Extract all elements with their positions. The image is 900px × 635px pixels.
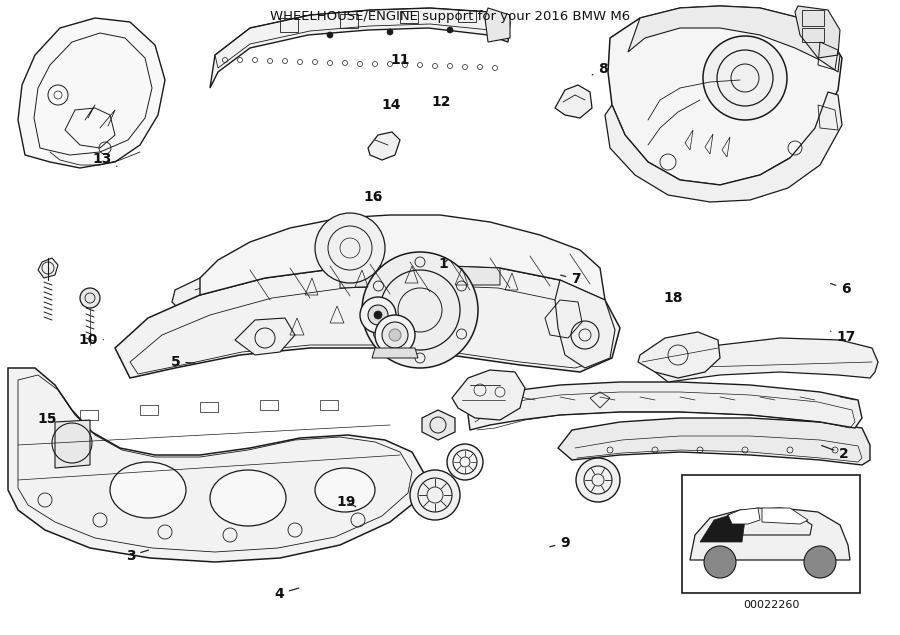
Text: 3: 3 <box>126 549 148 563</box>
Circle shape <box>327 32 333 38</box>
Circle shape <box>804 546 836 578</box>
Text: 10: 10 <box>78 333 104 347</box>
Polygon shape <box>555 85 592 118</box>
Ellipse shape <box>210 470 286 526</box>
Circle shape <box>704 546 736 578</box>
Text: 15: 15 <box>37 412 57 426</box>
Polygon shape <box>452 370 525 420</box>
Polygon shape <box>555 280 615 368</box>
Polygon shape <box>422 410 455 440</box>
Polygon shape <box>372 348 418 358</box>
Polygon shape <box>638 332 720 378</box>
Circle shape <box>576 458 620 502</box>
Bar <box>400 11 418 23</box>
Polygon shape <box>55 420 90 468</box>
Polygon shape <box>728 508 760 524</box>
Polygon shape <box>485 8 510 42</box>
Text: 17: 17 <box>831 330 856 344</box>
Polygon shape <box>200 215 605 300</box>
Polygon shape <box>762 508 808 524</box>
Text: 6: 6 <box>831 282 850 296</box>
Ellipse shape <box>315 468 375 512</box>
Text: 7: 7 <box>561 272 581 286</box>
Text: 16: 16 <box>364 190 383 204</box>
Circle shape <box>315 213 385 283</box>
Bar <box>802 28 824 42</box>
Polygon shape <box>715 508 812 535</box>
Bar <box>682 475 860 593</box>
Bar <box>320 400 338 410</box>
Text: 13: 13 <box>92 152 117 166</box>
Circle shape <box>389 329 401 341</box>
Polygon shape <box>700 515 745 542</box>
Bar <box>80 410 98 420</box>
Text: 14: 14 <box>382 98 401 112</box>
Bar <box>280 18 298 32</box>
Circle shape <box>375 315 415 355</box>
Circle shape <box>447 27 453 33</box>
Text: 2: 2 <box>822 446 849 461</box>
Polygon shape <box>368 132 400 160</box>
Bar <box>140 405 158 415</box>
Polygon shape <box>608 6 842 185</box>
Circle shape <box>368 305 388 325</box>
Text: 9: 9 <box>550 536 570 550</box>
Bar <box>340 14 358 28</box>
Text: 12: 12 <box>431 95 451 109</box>
Polygon shape <box>8 368 425 562</box>
Circle shape <box>382 322 408 348</box>
Polygon shape <box>628 6 840 72</box>
Circle shape <box>374 311 382 319</box>
Text: 1: 1 <box>439 257 448 271</box>
Polygon shape <box>468 382 862 430</box>
Text: 8: 8 <box>592 62 608 76</box>
Circle shape <box>387 29 393 35</box>
Text: 4: 4 <box>274 587 299 601</box>
Circle shape <box>410 470 460 520</box>
Ellipse shape <box>110 462 186 518</box>
Polygon shape <box>18 18 165 168</box>
Text: 11: 11 <box>391 53 410 67</box>
Polygon shape <box>235 318 295 355</box>
Circle shape <box>703 36 787 120</box>
Polygon shape <box>340 265 420 288</box>
Bar <box>802 10 824 26</box>
Circle shape <box>360 297 396 333</box>
Polygon shape <box>420 265 500 285</box>
Polygon shape <box>690 508 850 560</box>
Polygon shape <box>558 418 870 465</box>
Text: 5: 5 <box>171 355 195 369</box>
Polygon shape <box>210 8 510 88</box>
Circle shape <box>80 288 100 308</box>
Circle shape <box>362 252 478 368</box>
Polygon shape <box>655 338 878 382</box>
Text: 19: 19 <box>337 495 356 509</box>
Circle shape <box>447 444 483 480</box>
Polygon shape <box>172 275 250 320</box>
Text: 18: 18 <box>663 291 683 305</box>
Polygon shape <box>795 6 840 58</box>
Bar <box>458 10 476 22</box>
Polygon shape <box>38 258 58 278</box>
Bar <box>200 402 218 412</box>
Text: WHEELHOUSE/ENGINE support for your 2016 BMW M6: WHEELHOUSE/ENGINE support for your 2016 … <box>270 10 630 23</box>
Polygon shape <box>115 265 620 378</box>
Bar <box>260 400 278 410</box>
Text: 00022260: 00022260 <box>742 600 799 610</box>
Polygon shape <box>605 92 842 202</box>
